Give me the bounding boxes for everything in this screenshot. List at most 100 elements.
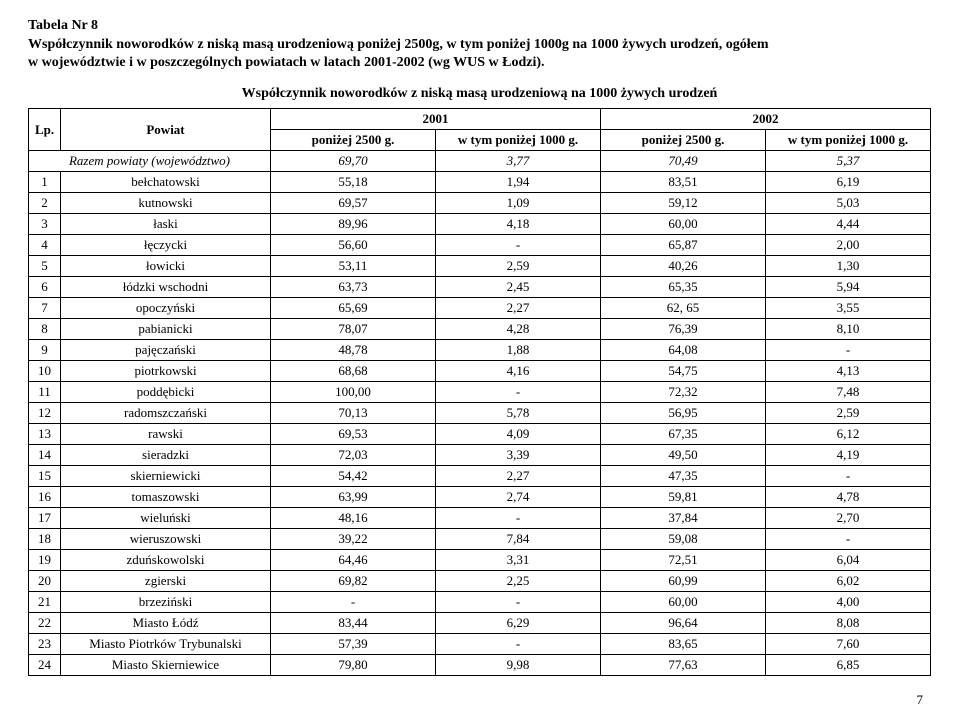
cell-v4: 6,19 xyxy=(766,172,931,193)
cell-v3: 59,81 xyxy=(601,487,766,508)
table-row: 9pajęczański48,781,8864,08- xyxy=(29,340,931,361)
cell-v2: 5,78 xyxy=(436,403,601,424)
cell-powiat: bełchatowski xyxy=(61,172,271,193)
title-line-1: Współczynnik noworodków z niską masą uro… xyxy=(28,37,768,52)
cell-powiat: poddębicki xyxy=(61,382,271,403)
table-row: 16tomaszowski63,992,7459,814,78 xyxy=(29,487,931,508)
cell-v3: 72,51 xyxy=(601,550,766,571)
cell-v4: 2,59 xyxy=(766,403,931,424)
cell-v1: 89,96 xyxy=(271,214,436,235)
cell-lp: 13 xyxy=(29,424,61,445)
cell-v2: 2,25 xyxy=(436,571,601,592)
cell-powiat: Miasto Piotrków Trybunalski xyxy=(61,634,271,655)
cell-v1: 55,18 xyxy=(271,172,436,193)
table-row: 22Miasto Łódź83,446,2996,648,08 xyxy=(29,613,931,634)
data-table: Lp. Powiat 2001 2002 poniżej 2500 g. w t… xyxy=(28,108,931,676)
cell-v4: 4,44 xyxy=(766,214,931,235)
cell-v3: 64,08 xyxy=(601,340,766,361)
cell-v2: - xyxy=(436,508,601,529)
cell-v3: 60,99 xyxy=(601,571,766,592)
table-row: 10piotrkowski68,684,1654,754,13 xyxy=(29,361,931,382)
cell-v1: 63,73 xyxy=(271,277,436,298)
cell-v1: 48,78 xyxy=(271,340,436,361)
col-lp: Lp. xyxy=(29,109,61,151)
table-row: 14sieradzki72,033,3949,504,19 xyxy=(29,445,931,466)
cell-v4: 6,04 xyxy=(766,550,931,571)
cell-v2: 4,09 xyxy=(436,424,601,445)
cell-v3: 67,35 xyxy=(601,424,766,445)
cell-v1: 57,39 xyxy=(271,634,436,655)
cell-v1: 69,53 xyxy=(271,424,436,445)
cell-v2: - xyxy=(436,592,601,613)
totals-label: Razem powiaty (województwo) xyxy=(29,151,271,172)
table-number-label: Tabela Nr 8 xyxy=(28,18,931,34)
page-number: 7 xyxy=(28,676,931,708)
cell-v3: 40,26 xyxy=(601,256,766,277)
cell-v3: 59,12 xyxy=(601,193,766,214)
cell-v3: 56,95 xyxy=(601,403,766,424)
table-row: 7opoczyński65,692,2762, 653,55 xyxy=(29,298,931,319)
table-row: 12radomszczański70,135,7856,952,59 xyxy=(29,403,931,424)
cell-lp: 3 xyxy=(29,214,61,235)
cell-v4: 7,48 xyxy=(766,382,931,403)
cell-lp: 18 xyxy=(29,529,61,550)
cell-v3: 60,00 xyxy=(601,592,766,613)
col-2002-sub2: w tym poniżej 1000 g. xyxy=(766,130,931,151)
cell-v4: - xyxy=(766,466,931,487)
cell-v1: - xyxy=(271,592,436,613)
cell-powiat: rawski xyxy=(61,424,271,445)
table-row: 3łaski89,964,1860,004,44 xyxy=(29,214,931,235)
cell-v4: 8,08 xyxy=(766,613,931,634)
cell-powiat: opoczyński xyxy=(61,298,271,319)
cell-powiat: Miasto Łódź xyxy=(61,613,271,634)
cell-v4: - xyxy=(766,529,931,550)
cell-v2: 9,98 xyxy=(436,655,601,676)
table-row: 18wieruszowski39,227,8459,08- xyxy=(29,529,931,550)
table-row: 24Miasto Skierniewice79,809,9877,636,85 xyxy=(29,655,931,676)
cell-lp: 12 xyxy=(29,403,61,424)
cell-v4: 2,70 xyxy=(766,508,931,529)
cell-v3: 54,75 xyxy=(601,361,766,382)
col-2002: 2002 xyxy=(601,109,931,130)
table-subtitle: Współczynnik noworodków z niską masą uro… xyxy=(28,86,931,102)
cell-v4: 4,00 xyxy=(766,592,931,613)
cell-v4: 4,13 xyxy=(766,361,931,382)
table-row: 13rawski69,534,0967,356,12 xyxy=(29,424,931,445)
cell-v1: 78,07 xyxy=(271,319,436,340)
cell-v2: 2,74 xyxy=(436,487,601,508)
cell-v1: 53,11 xyxy=(271,256,436,277)
cell-v4: 7,60 xyxy=(766,634,931,655)
cell-lp: 8 xyxy=(29,319,61,340)
cell-v4: 5,94 xyxy=(766,277,931,298)
cell-v3: 96,64 xyxy=(601,613,766,634)
totals-v4: 5,37 xyxy=(766,151,931,172)
cell-powiat: brzeziński xyxy=(61,592,271,613)
cell-v4: 6,85 xyxy=(766,655,931,676)
cell-v1: 83,44 xyxy=(271,613,436,634)
cell-powiat: pajęczański xyxy=(61,340,271,361)
cell-lp: 21 xyxy=(29,592,61,613)
cell-lp: 1 xyxy=(29,172,61,193)
cell-v1: 48,16 xyxy=(271,508,436,529)
table-row: 6łódzki wschodni63,732,4565,355,94 xyxy=(29,277,931,298)
table-row: 4łęczycki56,60-65,872,00 xyxy=(29,235,931,256)
cell-v1: 64,46 xyxy=(271,550,436,571)
cell-lp: 6 xyxy=(29,277,61,298)
cell-lp: 24 xyxy=(29,655,61,676)
cell-v4: 4,78 xyxy=(766,487,931,508)
cell-v3: 47,35 xyxy=(601,466,766,487)
title-line-2: w województwie i w poszczególnych powiat… xyxy=(28,55,545,70)
cell-v2: 4,28 xyxy=(436,319,601,340)
cell-lp: 20 xyxy=(29,571,61,592)
col-powiat: Powiat xyxy=(61,109,271,151)
cell-v2: - xyxy=(436,235,601,256)
cell-v1: 65,69 xyxy=(271,298,436,319)
totals-v2: 3,77 xyxy=(436,151,601,172)
cell-v1: 100,00 xyxy=(271,382,436,403)
cell-lp: 16 xyxy=(29,487,61,508)
cell-v1: 69,82 xyxy=(271,571,436,592)
cell-v2: 2,27 xyxy=(436,466,601,487)
cell-powiat: piotrkowski xyxy=(61,361,271,382)
table-row: 15skierniewicki54,422,2747,35- xyxy=(29,466,931,487)
cell-powiat: wieruszowski xyxy=(61,529,271,550)
